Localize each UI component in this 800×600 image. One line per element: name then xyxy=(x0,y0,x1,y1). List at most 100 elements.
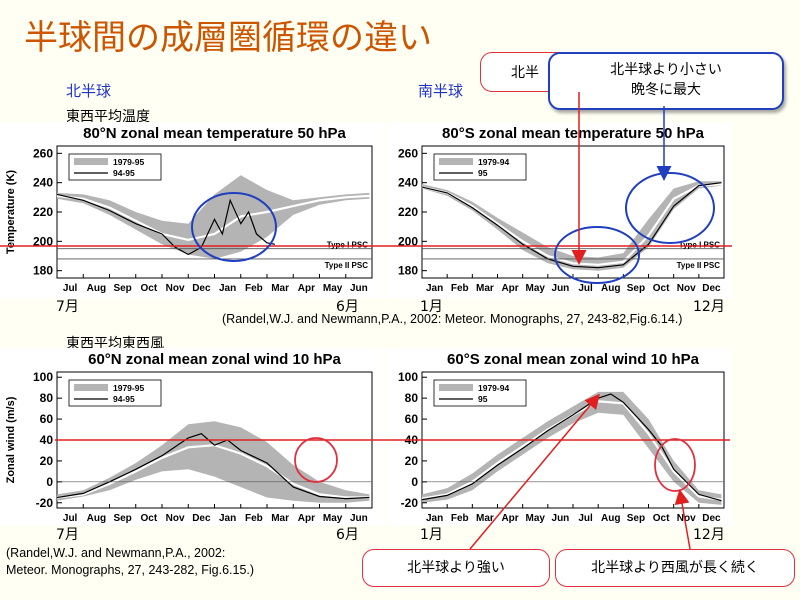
nh_temp-ytick-label: 260 xyxy=(33,146,53,160)
nh-temp-panel: 80°N zonal mean temperature 50 hPa Type I… xyxy=(0,122,383,299)
nh_wind-ytick-label: -20 xyxy=(36,496,54,510)
sh_temp-xtick-label: Oct xyxy=(653,283,670,294)
sh_wind-xtick-label: Apr xyxy=(501,513,518,524)
nh_temp-xtick-label: Jan xyxy=(219,283,236,294)
sh_wind-envelope xyxy=(422,391,722,505)
nh_temp-ytick-label: 240 xyxy=(33,176,53,190)
nh_wind-xtick-label: May xyxy=(323,513,343,524)
sh-temp-panel: 80°S zonal mean temperature 50 hPa Type I… xyxy=(386,122,732,299)
sh_wind-ytick-label: 20 xyxy=(405,454,419,468)
sh_wind-ytick-label: 80 xyxy=(405,391,419,405)
sh_wind-title: 60°S zonal mean zonal wind 10 hPa xyxy=(447,351,700,368)
sh_wind-xtick-label: Nov xyxy=(677,513,696,524)
sh_temp-legend-label-1: 1979-94 xyxy=(478,157,509,167)
sh_temp-xtick-label: Jul xyxy=(578,283,593,294)
nh_wind-ytick-label: 20 xyxy=(40,454,54,468)
nh_wind-xtick-label: Oct xyxy=(141,513,158,524)
sh_wind-xtick-label: Oct xyxy=(653,513,670,524)
citation-fig614: (Randel,W.J. and Newmann,P.A., 2002: Met… xyxy=(222,312,683,326)
nh-temp-end-month: 6月 xyxy=(336,299,359,315)
sh_wind-xtick-label: Feb xyxy=(451,513,469,524)
sh_temp-xtick-label: Aug xyxy=(601,283,620,294)
nh_temp-legend-label-2: 94-95 xyxy=(113,168,135,178)
nh_temp-xtick-label: Feb xyxy=(245,283,263,294)
nh_wind-title: 60°N zonal mean zonal wind 10 hPa xyxy=(88,351,341,368)
sh_wind-xtick-label: May xyxy=(526,513,546,524)
callout-smaller-line2: 晩冬に最大 xyxy=(631,82,701,98)
nh-wind-end-month: 6月 xyxy=(336,527,359,543)
callout-westerly-persists: 北半球より西風が長く続く xyxy=(555,549,795,587)
page-title: 半球間の成層圏循環の違い xyxy=(24,18,432,58)
sh_wind-xtick-label: Jan xyxy=(426,513,443,524)
nh-temp-start-month: 7月 xyxy=(56,299,79,315)
nh_temp-psc-label-1: Type I PSC xyxy=(327,241,368,250)
nh-wind-chart: 60°N zonal mean zonal wind 10 hPa -20 0 20 4… xyxy=(5,351,373,524)
nh_wind-legend-label-2: 94-95 xyxy=(113,394,135,404)
nh_wind-xtick-label: Jan xyxy=(219,513,236,524)
sh_wind-legend-swatch-envelope xyxy=(439,384,473,391)
nh_wind-xtick-label: Aug xyxy=(87,513,106,524)
nh_temp-xtick-label: Sep xyxy=(113,283,131,294)
sh_wind-xtick-label: Dec xyxy=(702,513,721,524)
callout-stronger-than-nh: 北半球より強い xyxy=(362,549,550,587)
nh_temp-ytick-label: 220 xyxy=(33,205,53,219)
sh-temp-chart: 80°S zonal mean temperature 50 hPa Type I… xyxy=(398,125,725,294)
sh_wind-xtick-label: Jun xyxy=(552,513,570,524)
sh_wind-ytick-label: 40 xyxy=(405,433,419,447)
sh-label: 南半球 xyxy=(418,82,464,100)
nh_wind-xtick-label: Jun xyxy=(350,513,368,524)
nh_temp-xtick-label: Jul xyxy=(63,283,78,294)
sh_temp-xtick-label: Apr xyxy=(501,283,518,294)
nh_wind-ytick-label: 0 xyxy=(46,475,53,489)
nh_temp-ytick-label: 180 xyxy=(33,264,53,278)
sh_wind-ytick-label: 60 xyxy=(405,412,419,426)
sh_temp-ytick-label: 220 xyxy=(398,205,418,219)
sh_temp-xtick-label: Sep xyxy=(627,283,645,294)
nh_wind-xtick-label: Nov xyxy=(166,513,185,524)
nh_wind-ytick-label: 100 xyxy=(33,370,53,384)
nh_temp-xtick-label: Nov xyxy=(166,283,185,294)
sh_temp-ytick-label: 180 xyxy=(398,264,418,278)
sh_temp-psc-label-2: Type II PSC xyxy=(677,261,721,270)
nh-wind-start-month: 7月 xyxy=(56,527,79,543)
callout-hidden-top-text: 北半 xyxy=(511,65,539,81)
sh-wind-start-month: 1月 xyxy=(420,527,443,543)
nh_wind-xtick-label: Jul xyxy=(63,513,78,524)
nh-wind-panel: 60°N zonal mean zonal wind 10 hPa -20 0 20 4… xyxy=(0,348,383,526)
nh_wind-ylabel: Zonal wind (m/s) xyxy=(5,396,17,483)
nh_wind-legend-label-1: 1979-95 xyxy=(113,383,144,393)
callout-smaller-line1: 北半球より小さい xyxy=(610,62,722,78)
nh_temp-xtick-label: May xyxy=(323,283,343,294)
sh-temp-start-month: 1月 xyxy=(420,299,443,315)
sh_wind-xtick-label: Aug xyxy=(601,513,620,524)
sh_temp-title: 80°S zonal mean temperature 50 hPa xyxy=(442,125,705,142)
nh_temp-xtick-label: Dec xyxy=(192,283,211,294)
nh_wind-xtick-label: Feb xyxy=(245,513,263,524)
citation-fig615-line2: Meteor. Monographs, 27, 243-282, Fig.6.1… xyxy=(6,563,255,577)
sh_temp-xtick-label: Feb xyxy=(451,283,469,294)
nh_wind-ytick-label: 60 xyxy=(40,412,54,426)
nh_wind-ytick-label: 80 xyxy=(40,391,54,405)
nh_wind-legend-swatch-envelope xyxy=(74,384,108,391)
nh_wind-xtick-label: Sep xyxy=(113,513,131,524)
sh_temp-ytick-label: 200 xyxy=(398,234,418,248)
sh_temp-xtick-label: Mar xyxy=(476,283,494,294)
nh-label: 北半球 xyxy=(66,82,112,100)
sh_wind-xtick-label: Sep xyxy=(627,513,645,524)
nh_temp-xtick-label: Oct xyxy=(141,283,158,294)
callout-stronger-text: 北半球より強い xyxy=(407,560,505,576)
nh_temp-legend-label-1: 1979-95 xyxy=(113,157,144,167)
sh-wind-chart: 60°S zonal mean zonal wind 10 hPa -20 0 20 4… xyxy=(398,351,725,524)
nh_temp-legend-swatch-envelope xyxy=(74,158,108,165)
sh_temp-xtick-label: Jan xyxy=(426,283,443,294)
nh_wind-xtick-label: Mar xyxy=(271,513,289,524)
nh_temp-ylabel: Temperature (K) xyxy=(5,170,17,254)
sh-wind-panel: 60°S zonal mean zonal wind 10 hPa -20 0 20 4… xyxy=(386,348,732,526)
sh_temp-xtick-label: Dec xyxy=(702,283,721,294)
nh_temp-psc-label-2: Type II PSC xyxy=(325,261,369,270)
nh_wind-observed-line xyxy=(56,433,370,500)
nh-temp-chart: 80°N zonal mean temperature 50 hPa Type I… xyxy=(5,125,373,294)
temp-label: 東西平均温度 xyxy=(66,109,150,125)
sh-temp-end-month: 12月 xyxy=(693,299,725,315)
sh_wind-xtick-label: Jul xyxy=(578,513,593,524)
